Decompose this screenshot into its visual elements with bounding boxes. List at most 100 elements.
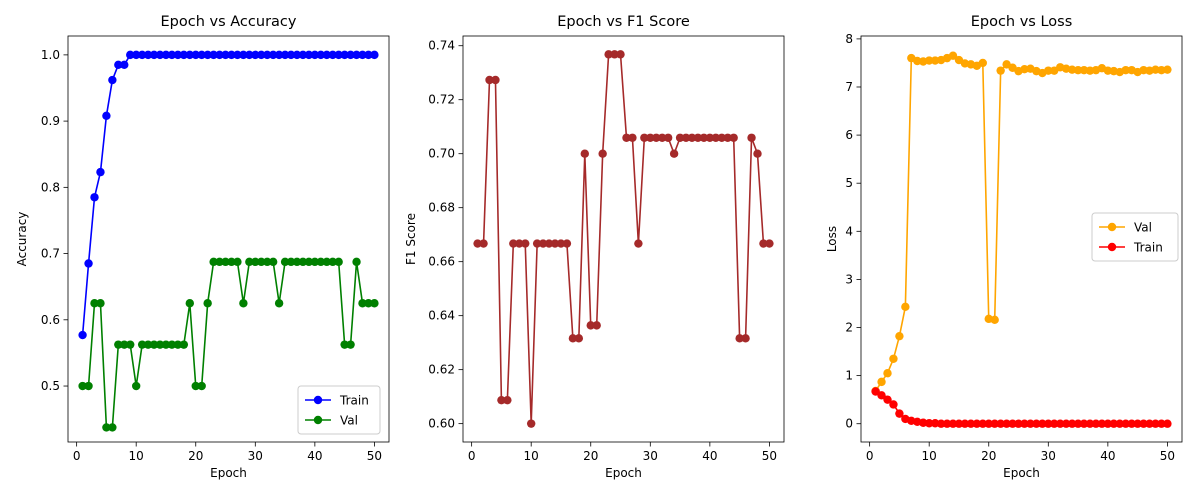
plot-area xyxy=(68,36,389,442)
data-point xyxy=(304,50,314,60)
y-tick-label: 8 xyxy=(845,32,853,46)
data-point xyxy=(292,50,302,60)
data-point xyxy=(334,257,343,267)
data-point xyxy=(96,299,105,308)
x-axis-label: Epoch xyxy=(210,466,247,480)
y-tick-label: 7 xyxy=(845,80,853,94)
data-point xyxy=(316,257,326,267)
x-tick-label: 10 xyxy=(922,449,937,463)
legend: Val Train xyxy=(1091,212,1179,262)
y-tick-label: 1.0 xyxy=(41,48,60,62)
data-point xyxy=(693,133,703,142)
data-point xyxy=(185,299,194,308)
data-point xyxy=(131,381,141,391)
data-point xyxy=(352,50,361,60)
y-tick-label: 1 xyxy=(845,369,853,383)
data-point xyxy=(889,400,898,409)
data-point xyxy=(233,50,242,60)
y-axis-label: Loss xyxy=(825,226,839,252)
data-point xyxy=(942,419,952,428)
data-point xyxy=(173,50,183,60)
chart-title: Epoch vs Loss xyxy=(971,14,1073,30)
y-tick-label: 5 xyxy=(845,176,853,190)
axes-frame xyxy=(462,35,785,443)
data-point xyxy=(675,133,685,142)
data-point xyxy=(1079,419,1089,428)
data-point xyxy=(245,257,254,267)
data-point xyxy=(364,299,373,308)
data-point xyxy=(723,133,732,142)
x-tick-label: 10 xyxy=(129,449,144,463)
axes-frame xyxy=(860,35,1183,443)
data-point xyxy=(705,133,715,142)
data-point xyxy=(996,419,1005,428)
chart-title: Epoch vs F1 Score xyxy=(557,14,690,30)
data-point xyxy=(310,50,320,60)
chart-panel-2: 0 10 20 30 40 50 0.60 0.62 0.64 0.66 0.68 0.70 0.72 0… xyxy=(404,14,785,480)
data-point xyxy=(191,50,200,60)
data-point xyxy=(340,340,349,349)
data-point xyxy=(503,395,512,405)
data-point xyxy=(652,133,661,142)
data-point xyxy=(699,133,709,142)
data-point xyxy=(310,257,320,267)
data-point xyxy=(669,149,679,158)
data-point xyxy=(245,50,254,60)
data-point xyxy=(126,340,135,349)
data-point xyxy=(179,340,189,349)
x-tick-label: 40 xyxy=(307,449,322,463)
data-point xyxy=(741,334,750,343)
data-point xyxy=(108,423,117,432)
data-point xyxy=(322,257,331,267)
y-tick-label: 0.60 xyxy=(428,417,455,431)
data-point xyxy=(263,50,272,60)
data-point xyxy=(137,50,147,60)
data-point xyxy=(1121,65,1130,75)
data-point xyxy=(966,419,976,428)
data-point xyxy=(239,299,248,308)
x-tick-label: 50 xyxy=(762,449,777,463)
y-tick-label: 0.8 xyxy=(41,180,60,194)
data-point xyxy=(346,50,355,60)
axes-frame xyxy=(67,35,390,443)
x-tick-label: 0 xyxy=(73,449,81,463)
data-point xyxy=(203,50,212,60)
data-point xyxy=(610,50,619,59)
data-point xyxy=(544,239,554,248)
data-point xyxy=(215,257,224,267)
data-point xyxy=(473,239,482,248)
legend-marker xyxy=(313,395,323,405)
data-point xyxy=(78,330,87,340)
data-point xyxy=(960,419,970,428)
data-point xyxy=(538,239,548,248)
data-point xyxy=(227,50,236,60)
data-point xyxy=(143,50,153,60)
y-tick-label: 0.68 xyxy=(428,201,455,215)
data-point xyxy=(257,257,266,267)
x-tick-label: 20 xyxy=(981,449,996,463)
chart-panel-3: 0 10 20 30 40 50 0 1 2 3 4 5 6 7 8 Epoch vs Loss Epoch Lo… xyxy=(825,14,1183,480)
data-point xyxy=(550,239,560,248)
data-point xyxy=(972,419,982,428)
data-point xyxy=(978,419,987,428)
data-point xyxy=(711,133,721,142)
data-point xyxy=(1002,419,1011,428)
chart-title: Epoch vs Accuracy xyxy=(161,14,297,30)
data-point xyxy=(102,111,111,121)
data-point xyxy=(209,257,218,267)
data-point xyxy=(179,50,189,60)
data-point xyxy=(292,257,302,267)
data-point xyxy=(197,50,206,60)
data-point xyxy=(753,149,762,158)
y-tick-label: 4 xyxy=(845,224,853,238)
data-point xyxy=(532,239,542,248)
data-point xyxy=(191,381,200,391)
data-point xyxy=(616,50,625,59)
data-point xyxy=(640,133,649,142)
legend-entry-val: Val xyxy=(1134,221,1152,235)
data-point xyxy=(586,321,595,330)
legend-entry-val: Val xyxy=(340,414,358,428)
x-tick-label: 40 xyxy=(1100,449,1115,463)
data-point xyxy=(1056,419,1065,428)
data-point xyxy=(574,334,584,343)
